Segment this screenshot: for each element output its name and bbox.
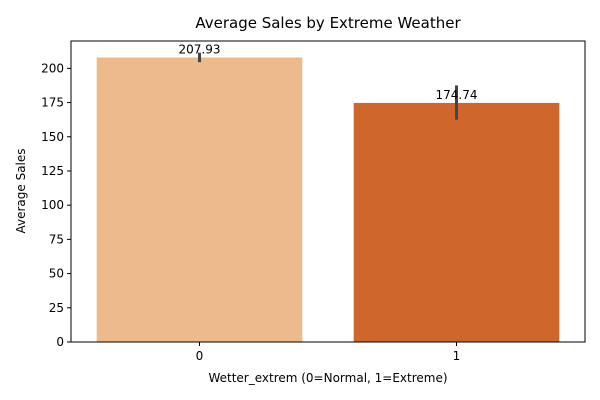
y-tick-label-50: 50 bbox=[49, 267, 64, 281]
y-tick-label-100: 100 bbox=[41, 198, 64, 212]
bar-0 bbox=[96, 57, 303, 343]
y-tick-label-75: 75 bbox=[49, 232, 64, 246]
chart-title: Average Sales by Extreme Weather bbox=[195, 14, 461, 32]
y-tick-label-125: 125 bbox=[41, 164, 64, 178]
plot-frame bbox=[70, 40, 586, 343]
data-labels-layer: 207.93 174.74 bbox=[179, 43, 478, 102]
x-tick-label-0: 0 bbox=[196, 349, 204, 363]
y-tick-label-200: 200 bbox=[41, 61, 64, 75]
y-tick-label-150: 150 bbox=[41, 130, 64, 144]
y-tick-label-0: 0 bbox=[56, 335, 64, 349]
bars-layer bbox=[96, 57, 560, 343]
data-label-0: 207.93 bbox=[179, 43, 221, 57]
y-tick-label-25: 25 bbox=[49, 301, 64, 315]
x-tick-label-1: 1 bbox=[453, 349, 461, 363]
y-tick-label-175: 175 bbox=[41, 96, 64, 110]
bar-1 bbox=[353, 102, 560, 342]
x-axis-label: Wetter_extrem (0=Normal, 1=Extreme) bbox=[208, 371, 447, 385]
error-bars-layer bbox=[198, 52, 458, 120]
data-label-1: 174.74 bbox=[436, 88, 478, 102]
y-axis-label: Average Sales bbox=[14, 148, 28, 233]
y-axis: 0 25 50 75 100 125 150 175 200 bbox=[41, 61, 71, 349]
